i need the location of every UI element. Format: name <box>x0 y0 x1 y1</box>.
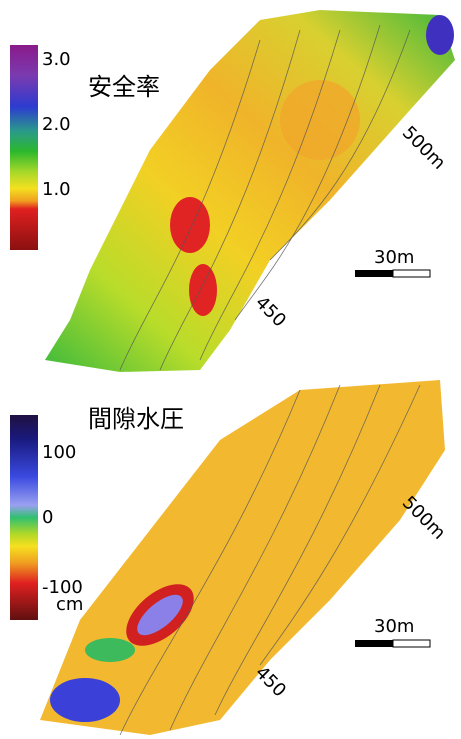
wet-zone <box>85 638 135 662</box>
scale-unit: cm <box>56 594 83 615</box>
scale-label: 0 <box>42 507 53 528</box>
scale-label: 2.0 <box>42 114 71 135</box>
panel-safety: 3.0 2.0 1.0 安全率 500m 450 30m <box>10 10 455 372</box>
scale-label: 3.0 <box>42 49 71 70</box>
contour-label: 450 <box>251 292 290 331</box>
contour-label: 500m <box>398 492 450 544</box>
color-scale <box>10 45 38 250</box>
low-zone <box>170 197 210 253</box>
panel-pore-pressure: 100 0 -100 cm 間隙水圧 500m 450 30m <box>10 380 449 735</box>
scale-label: 1.0 <box>42 179 71 200</box>
negative-zone <box>50 678 120 722</box>
contour-label: 500m <box>398 122 450 174</box>
color-scale <box>10 415 38 620</box>
scale-bar <box>355 270 393 277</box>
scale-bar <box>355 640 393 647</box>
panel-title: 間隙水圧 <box>88 405 184 433</box>
figure: 3.0 2.0 1.0 安全率 500m 450 30m 100 0 -100 … <box>0 0 461 739</box>
high-zone <box>426 15 454 55</box>
scale-label: 100 <box>42 442 76 463</box>
scale-bar-label: 30m <box>374 247 414 268</box>
scale-bar-label: 30m <box>374 616 414 637</box>
panel-title: 安全率 <box>88 73 160 101</box>
low-zone <box>189 264 217 316</box>
map-area <box>45 10 455 372</box>
scale-bar <box>393 640 430 647</box>
scale-bar <box>393 270 430 277</box>
